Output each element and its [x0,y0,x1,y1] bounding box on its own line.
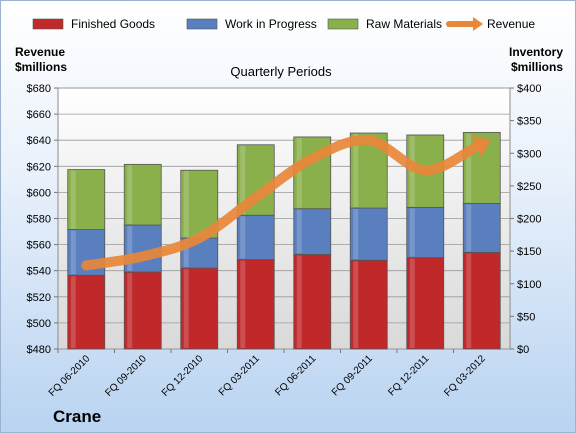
legend-label: Raw Materials [366,17,442,31]
bar-highlight [240,216,246,259]
legend-label: Work in Progress [225,17,317,31]
bar-finished-goods [123,271,162,350]
bar-highlight [466,253,472,348]
bar-highlight [70,170,76,229]
bar-highlight [240,145,246,215]
bar-finished-goods [462,252,501,350]
right-tick-label: $350 [517,116,541,128]
bar-highlight [353,261,359,348]
left-tick-label: $660 [27,109,51,121]
bar-highlight [70,276,76,348]
legend-arrow-revenue [473,17,483,31]
x-tick-label: FQ 09-2011 [330,353,375,398]
legend-swatch-raw-materials [327,18,359,30]
legend: Finished Goods Work in Progress Raw Materi… [32,17,535,31]
right-axis-label-line2: $millions [511,60,563,74]
bar-finished-goods [180,267,219,350]
bar-highlight [409,208,415,257]
left-tick-label: $680 [27,83,51,95]
right-tick-label: $0 [517,344,529,356]
bar-highlight [240,260,246,348]
left-tick-label: $560 [27,240,51,252]
bar-work-in-progress [462,203,501,253]
right-tick-label: $300 [517,148,541,160]
right-tick-label: $200 [517,214,541,226]
left-tick-label: $580 [27,214,51,226]
bar-highlight [70,230,76,275]
bar-highlight [127,273,133,348]
bar-highlight [296,137,302,208]
bar-work-in-progress [293,208,332,255]
left-tick-label: $640 [27,135,51,147]
left-axis-label-line1: Revenue [15,45,65,59]
left-tick-label: $600 [27,187,51,199]
left-axis-label-line2: $millions [15,60,67,74]
bar-finished-goods [236,259,275,350]
left-tick-label: $620 [27,161,51,173]
x-tick-label: FQ 06-2010 [47,353,93,399]
x-tick-label: FQ 12-2010 [160,353,206,399]
x-tick-label: FQ 03-2011 [217,353,262,398]
x-tick-label: FQ 09-2010 [103,353,149,399]
bar-highlight [466,133,472,203]
legend-swatch-finished-goods [32,18,64,30]
bar-finished-goods [406,257,445,350]
left-tick-label: $500 [27,318,51,330]
right-axis-label-line1: Inventory [509,45,563,59]
bar-highlight [127,165,133,225]
company-name: Crane [53,407,101,426]
right-tick-label: $400 [517,83,541,95]
left-tick-label: $520 [27,292,51,304]
bar-highlight [183,239,189,268]
x-tick-label: FQ 03-2012 [442,353,488,399]
legend-swatch-work-in-progress [186,18,218,30]
right-tick-label: $250 [517,181,541,193]
x-tick-label: FQ 06-2011 [273,353,318,398]
left-tick-label: $540 [27,266,51,278]
revenue-line [81,135,487,271]
chart-title: Quarterly Periods [230,64,332,79]
bar-work-in-progress [236,214,275,261]
bar-raw-materials [123,163,162,226]
revenue-line-layer [81,135,491,271]
bar-highlight [183,269,189,348]
legend-label: Finished Goods [71,17,155,31]
revenue-line-arrowhead [471,135,491,158]
bar-highlight [296,255,302,348]
right-tick-label: $50 [517,311,535,323]
right-tick-label: $100 [517,279,541,291]
bar-highlight [353,134,359,208]
bar-highlight [409,258,415,348]
bar-highlight [183,171,189,238]
bar-finished-goods [349,259,388,350]
x-tick-label: FQ 12-2011 [386,353,431,398]
bar-highlight [353,209,359,260]
bar-highlight [127,226,133,272]
left-tick-label: $480 [27,344,51,356]
bar-highlight [466,204,472,252]
legend-label: Revenue [487,17,535,31]
right-tick-label: $150 [517,246,541,258]
bar-highlight [296,209,302,254]
bar-finished-goods [293,253,332,350]
bar-raw-materials [67,169,106,230]
